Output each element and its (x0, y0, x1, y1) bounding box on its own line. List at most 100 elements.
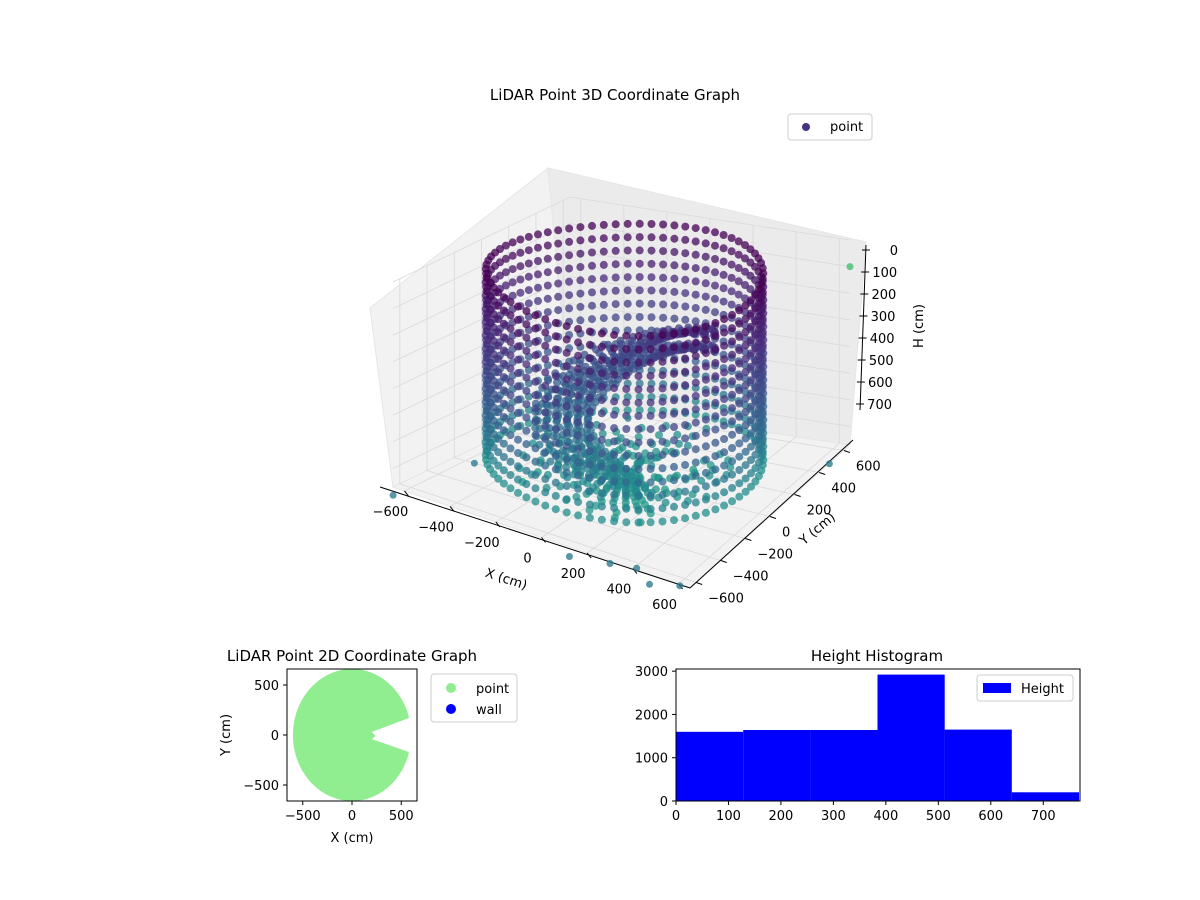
point (646, 465, 655, 473)
point (634, 452, 643, 460)
point (522, 373, 531, 382)
point (747, 442, 755, 451)
point (646, 425, 655, 434)
point (531, 364, 540, 373)
point (499, 306, 508, 315)
point (499, 479, 508, 488)
point (647, 313, 656, 322)
point (562, 455, 571, 464)
point (494, 434, 503, 443)
point (681, 262, 690, 271)
point (585, 380, 594, 389)
point (711, 319, 720, 327)
point (623, 313, 632, 322)
point-cloud-2d (292, 669, 410, 801)
grid-line (426, 470, 721, 561)
x-tick-label: 500 (389, 809, 414, 824)
x-tick-label: 200 (769, 809, 794, 824)
point (670, 436, 678, 445)
y-tick-label: 600 (856, 460, 881, 475)
point (658, 437, 667, 446)
point (522, 320, 531, 329)
point (541, 341, 550, 350)
point (691, 264, 700, 273)
point (506, 351, 515, 360)
point (599, 260, 608, 269)
point (543, 254, 552, 263)
point (747, 376, 755, 385)
point (531, 391, 540, 400)
point (576, 289, 585, 298)
point (516, 275, 525, 284)
point (622, 504, 631, 513)
point (711, 465, 720, 474)
point (562, 409, 571, 417)
point (585, 439, 594, 448)
point (585, 506, 594, 515)
point (701, 322, 710, 331)
point (691, 277, 700, 286)
point (494, 448, 503, 457)
point (565, 224, 574, 233)
point (659, 220, 668, 229)
point (691, 250, 700, 259)
point (522, 360, 531, 369)
point (735, 412, 744, 421)
point (623, 246, 632, 255)
point (543, 334, 552, 343)
point (598, 429, 607, 438)
outlier-point (676, 582, 684, 590)
point (585, 407, 594, 416)
point (751, 317, 760, 326)
point (728, 417, 737, 426)
point (622, 385, 631, 393)
point (514, 395, 522, 404)
point (599, 300, 608, 309)
point (534, 243, 542, 252)
point (747, 349, 755, 358)
point (494, 368, 503, 377)
point (646, 478, 655, 487)
point (623, 286, 632, 295)
x-tick-label: 0 (523, 552, 531, 567)
point (741, 407, 750, 416)
point (658, 397, 667, 406)
point (565, 304, 574, 313)
point (691, 352, 700, 360)
point (658, 424, 667, 433)
point (720, 448, 729, 457)
point (585, 340, 594, 349)
point (747, 416, 755, 425)
point (565, 422, 574, 431)
point (646, 411, 655, 420)
point (646, 385, 655, 394)
point (543, 281, 552, 290)
point (499, 426, 508, 435)
point (734, 277, 743, 286)
point (622, 478, 631, 487)
point (574, 418, 583, 427)
point (522, 346, 531, 355)
point (514, 302, 522, 311)
point (728, 444, 737, 452)
grid-line (399, 483, 697, 583)
point (720, 315, 729, 324)
outlier-point (646, 580, 653, 588)
point (634, 372, 643, 381)
histogram-bar (743, 730, 811, 801)
point (670, 329, 678, 338)
point (576, 302, 585, 311)
point (634, 332, 643, 341)
point (691, 405, 700, 414)
point (597, 342, 606, 351)
point (499, 399, 508, 408)
point (531, 351, 540, 360)
y-tick (695, 582, 703, 585)
point (691, 498, 700, 507)
point (747, 389, 755, 398)
point (551, 505, 560, 514)
histogram-bar (676, 731, 744, 801)
grid-line (392, 196, 851, 283)
point (741, 474, 750, 483)
point (622, 464, 631, 473)
